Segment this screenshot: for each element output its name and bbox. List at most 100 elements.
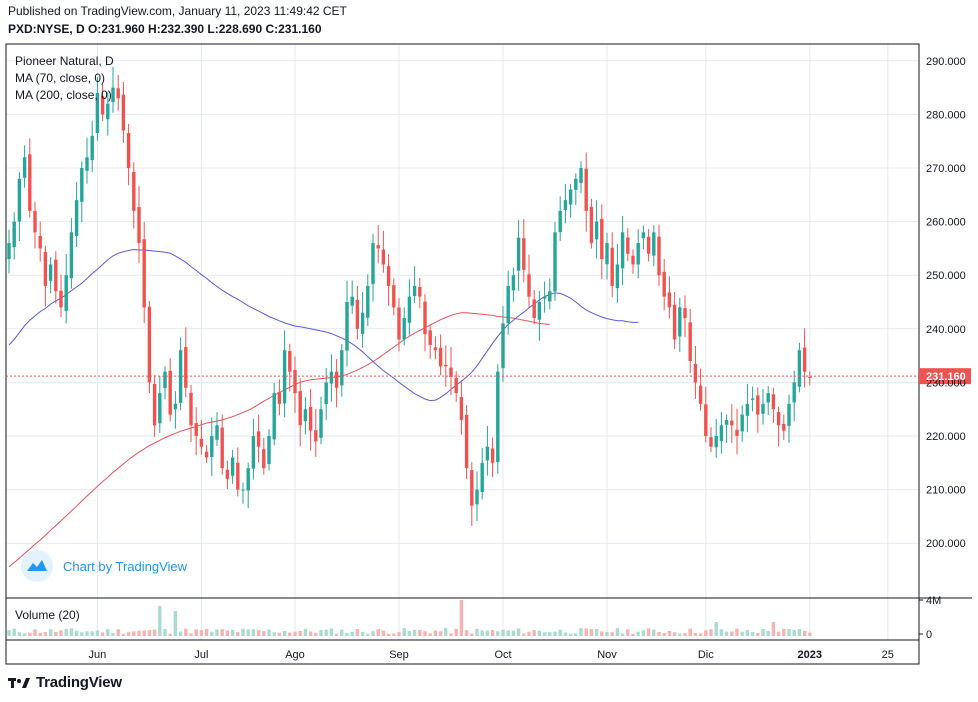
candle-body: [527, 274, 531, 297]
volume-bar: [80, 632, 84, 636]
volume-bar: [22, 633, 27, 636]
candle-body: [516, 237, 521, 271]
candle-body: [324, 382, 328, 405]
volume-bar: [282, 630, 287, 636]
volume-bar: [397, 632, 401, 636]
volume-bar: [256, 630, 261, 636]
volume-bar: [537, 630, 542, 636]
candle-body: [293, 369, 297, 394]
volume-bar: [652, 629, 656, 636]
legend-volume: Volume (20): [15, 608, 80, 622]
volume-bar: [433, 630, 438, 636]
volume-bar: [714, 622, 718, 636]
x-tick-label: Ago: [285, 649, 305, 661]
candle-body: [308, 407, 313, 431]
watermark: Chart by TradingView: [21, 550, 188, 582]
candle-body: [496, 371, 500, 463]
volume-bar: [293, 631, 297, 636]
volume-bar: [199, 630, 204, 636]
volume-bar: [709, 629, 713, 636]
volume-bars: [7, 600, 812, 636]
candle-body: [636, 243, 640, 265]
ohlc-readout: PXD:NYSE, D O:231.960 H:232.390 L:228.69…: [8, 22, 322, 36]
volume-bar: [116, 629, 120, 636]
volume-bar: [163, 628, 167, 636]
volume-bar: [761, 628, 765, 636]
volume-bar: [470, 633, 474, 636]
candle-body: [485, 446, 490, 461]
candle-body: [59, 290, 63, 308]
volume-bar: [735, 628, 739, 636]
candle-body: [402, 318, 406, 340]
ma200-line-group: [8, 312, 550, 568]
volume-bar: [366, 633, 370, 636]
candle-body: [210, 436, 214, 458]
candle-body: [428, 330, 432, 345]
candle-body: [641, 232, 646, 239]
candle-body: [438, 347, 443, 367]
candle-body: [33, 210, 37, 233]
volume-bar: [407, 631, 412, 636]
volume-bar: [95, 630, 100, 636]
volume-bar: [672, 632, 677, 636]
volume-bar: [553, 631, 557, 636]
footer-brand[interactable]: TradingView: [8, 674, 122, 691]
candle-body: [449, 367, 453, 378]
candle-body: [215, 425, 219, 440]
candle-body: [220, 427, 224, 469]
volume-bar: [688, 628, 692, 636]
candle-body: [132, 171, 136, 211]
candle-body: [600, 218, 604, 260]
candle-body: [163, 371, 167, 389]
legend-ma200: MA (200, close, 0): [15, 88, 112, 102]
candle-body: [225, 469, 230, 479]
y-tick-label: 230.000: [926, 377, 966, 389]
volume-bar: [314, 632, 318, 636]
candle-body: [490, 448, 495, 463]
candle-body: [371, 243, 375, 285]
volume-bar: [776, 631, 781, 636]
candle-body: [797, 350, 802, 387]
x-tick-label: Jun: [89, 649, 107, 661]
volume-bar: [693, 633, 698, 636]
candle-body: [74, 200, 79, 237]
volume-bar: [579, 628, 583, 636]
x-tick-label: 25: [882, 649, 894, 661]
y-tick-label: 280.000: [926, 109, 966, 121]
volume-bar: [756, 632, 760, 636]
candle-body: [69, 232, 74, 279]
volume-bar: [106, 629, 110, 636]
volume-bar: [152, 629, 157, 636]
candle-body: [412, 285, 417, 297]
volume-bar: [542, 632, 547, 636]
candle-body: [589, 206, 594, 244]
volume-bar: [194, 629, 198, 636]
candle-body: [714, 436, 718, 448]
volume-bar: [490, 630, 495, 636]
candle-body: [719, 425, 724, 442]
volume-bar: [662, 633, 666, 636]
volume-bar: [444, 628, 448, 636]
volume-bar: [267, 629, 271, 636]
candle-body: [386, 266, 391, 286]
candle-body: [90, 135, 94, 161]
candle-body: [501, 323, 505, 369]
volume-bar: [683, 633, 687, 636]
candle-body: [262, 449, 266, 469]
candle-body: [704, 404, 708, 436]
candle-body: [605, 243, 609, 265]
volume-bar: [475, 628, 479, 636]
volume-bar: [210, 631, 214, 636]
candle-body: [511, 275, 516, 291]
candle-body: [184, 347, 188, 388]
candle-body: [657, 236, 661, 276]
y-tick-label: 270.000: [926, 163, 966, 175]
volume-bar: [355, 629, 360, 636]
candle-body: [204, 451, 209, 458]
candle-body: [444, 364, 448, 367]
volume-bar: [704, 630, 708, 636]
volume-bar: [277, 632, 282, 636]
candle-body: [17, 178, 22, 222]
candles: [7, 66, 812, 526]
